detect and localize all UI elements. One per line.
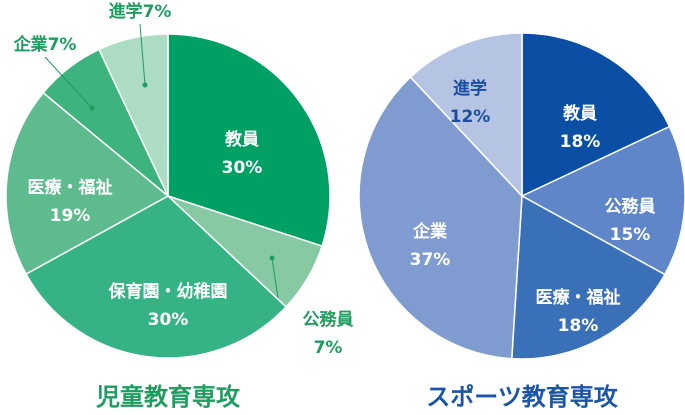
slice-label: 企業 37% [410,221,451,270]
slice-label: 公務員 15% [605,196,656,245]
slice-name: 進学 [109,1,143,22]
slice-percent: 12% [450,107,491,127]
slice-percent: 7% [48,35,77,55]
slice-percent: 37% [410,250,451,270]
pie-slice [167,33,331,248]
slice-name: 医療・福祉 [536,287,621,308]
slice-name: 保育園・幼稚園 [108,281,228,302]
slice-label: 医療・福祉 18% [536,287,621,336]
leader-dot [142,82,148,88]
slice-name: 公務員 [303,309,354,330]
slice-label: 進学 12% [450,78,491,127]
pie-slice [409,32,523,198]
pie-slice [358,76,523,360]
slice-label: 医療・福祉 19% [28,177,113,226]
slice-percent: 18% [560,132,601,152]
leader-dot [269,255,275,261]
slice-percent: 7% [314,338,343,358]
slice-percent: 15% [610,225,651,245]
slice-name: 公務員 [605,196,656,217]
slice-name: 進学 [453,78,487,99]
leader-dot [89,105,95,111]
slice-percent: 30% [222,158,263,178]
slice-percent: 30% [148,310,189,330]
slice-name: 教員 [562,103,597,124]
chart-title: スポーツ教育専攻 [426,383,619,411]
slice-label: 企業7% [13,34,77,55]
pie-slice [521,32,671,198]
slice-percent: 7% [143,2,172,22]
slice-label: 進学7% [109,1,172,22]
slice-name: 企業 [412,221,447,242]
slice-label: 教員 18% [560,103,601,152]
pie-slice [25,195,288,359]
slice-label: 公務員 7% [303,309,354,358]
slice-label: 教員 30% [222,129,263,178]
pie-slice [98,33,169,197]
pie-slice [510,194,666,360]
pie-slice [5,91,170,276]
slice-percent: 18% [558,316,599,336]
leader-line [271,257,279,299]
chart-title: 児童教育専攻 [96,383,241,411]
leader-line [44,56,93,109]
slice-percent: 19% [50,206,91,226]
slice-name: 教員 [224,129,259,150]
slice-name: 企業 [13,34,48,55]
leader-line [139,23,146,86]
slice-name: 医療・福祉 [28,177,113,198]
slice-label: 保育園・幼稚園 30% [108,281,228,330]
